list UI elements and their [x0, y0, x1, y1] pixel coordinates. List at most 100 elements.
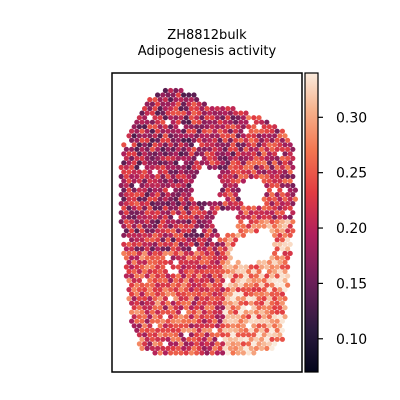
spot: [168, 259, 174, 265]
spot: [134, 146, 140, 152]
spot: [225, 314, 231, 320]
spot: [253, 318, 259, 324]
spot: [129, 255, 135, 261]
spot: [155, 119, 161, 125]
spot: [155, 309, 161, 315]
spot: [217, 318, 223, 324]
spot: [134, 327, 140, 333]
spot: [256, 214, 262, 220]
spot: [253, 282, 259, 288]
spot: [170, 237, 176, 243]
spot: [233, 146, 239, 152]
spot: [287, 223, 293, 229]
spot: [162, 187, 168, 193]
spot: [235, 178, 241, 184]
spot: [285, 201, 291, 207]
spot: [274, 146, 280, 152]
colorbar-tick-label: 0.15: [336, 276, 367, 292]
spot: [134, 282, 140, 288]
spot: [131, 277, 137, 284]
spot: [201, 146, 207, 152]
spot: [152, 314, 158, 320]
spot: [266, 268, 272, 275]
spot: [248, 155, 254, 161]
spot: [235, 305, 241, 311]
spot: [160, 155, 166, 161]
spot: [222, 336, 228, 342]
spot: [261, 178, 267, 184]
spot: [188, 133, 194, 139]
spot: [279, 192, 285, 198]
spot: [160, 282, 166, 288]
spot: [188, 296, 194, 302]
spot: [222, 155, 228, 161]
spot: [248, 336, 254, 342]
spot: [209, 142, 215, 148]
spot: [279, 282, 285, 288]
spot: [178, 341, 184, 347]
spot: [123, 219, 129, 225]
spot: [121, 205, 127, 211]
spot: [235, 277, 241, 284]
spot: [233, 309, 239, 315]
spot: [152, 277, 158, 284]
spot: [279, 146, 285, 152]
spot: [274, 192, 280, 198]
spot: [181, 336, 187, 342]
spot: [173, 133, 179, 139]
spot: [183, 259, 189, 265]
spot: [136, 205, 142, 211]
spot: [227, 237, 233, 243]
spot: [209, 277, 215, 284]
spot: [118, 164, 124, 170]
spot: [214, 151, 220, 157]
spot: [168, 223, 174, 229]
spot: [217, 201, 223, 207]
spot: [181, 173, 187, 180]
spot: [290, 219, 296, 225]
spot: [214, 241, 220, 247]
spot: [259, 137, 265, 143]
spot: [251, 151, 257, 157]
spot: [207, 228, 213, 234]
spot: [186, 300, 192, 306]
spot: [282, 178, 288, 184]
spot: [183, 106, 189, 112]
spot: [212, 282, 218, 288]
spot: [186, 309, 192, 315]
spot: [170, 228, 176, 234]
spot: [199, 277, 205, 284]
spot: [240, 296, 246, 302]
spot: [194, 151, 200, 157]
spot: [238, 219, 244, 225]
spot: [173, 314, 179, 320]
spot: [160, 309, 166, 315]
spot: [142, 305, 148, 311]
spot: [259, 345, 265, 351]
spot: [256, 314, 262, 320]
spot: [214, 314, 220, 320]
spot: [287, 151, 293, 157]
spot: [279, 309, 285, 315]
spot: [235, 214, 241, 220]
spot: [134, 119, 140, 125]
spot: [196, 237, 202, 243]
spot: [272, 268, 278, 275]
spot: [155, 282, 161, 288]
spot: [204, 133, 210, 139]
spot: [248, 228, 254, 234]
spot: [136, 178, 142, 184]
spot: [186, 192, 192, 198]
spot: [162, 277, 168, 284]
spot: [186, 164, 192, 170]
spot: [266, 314, 272, 320]
spot: [204, 341, 210, 347]
spot: [186, 182, 192, 189]
spot: [217, 192, 223, 198]
spot: [214, 341, 220, 347]
spot: [162, 214, 168, 220]
spot: [155, 318, 161, 324]
spot: [272, 133, 278, 139]
spot: [259, 318, 265, 324]
spot: [279, 128, 285, 134]
